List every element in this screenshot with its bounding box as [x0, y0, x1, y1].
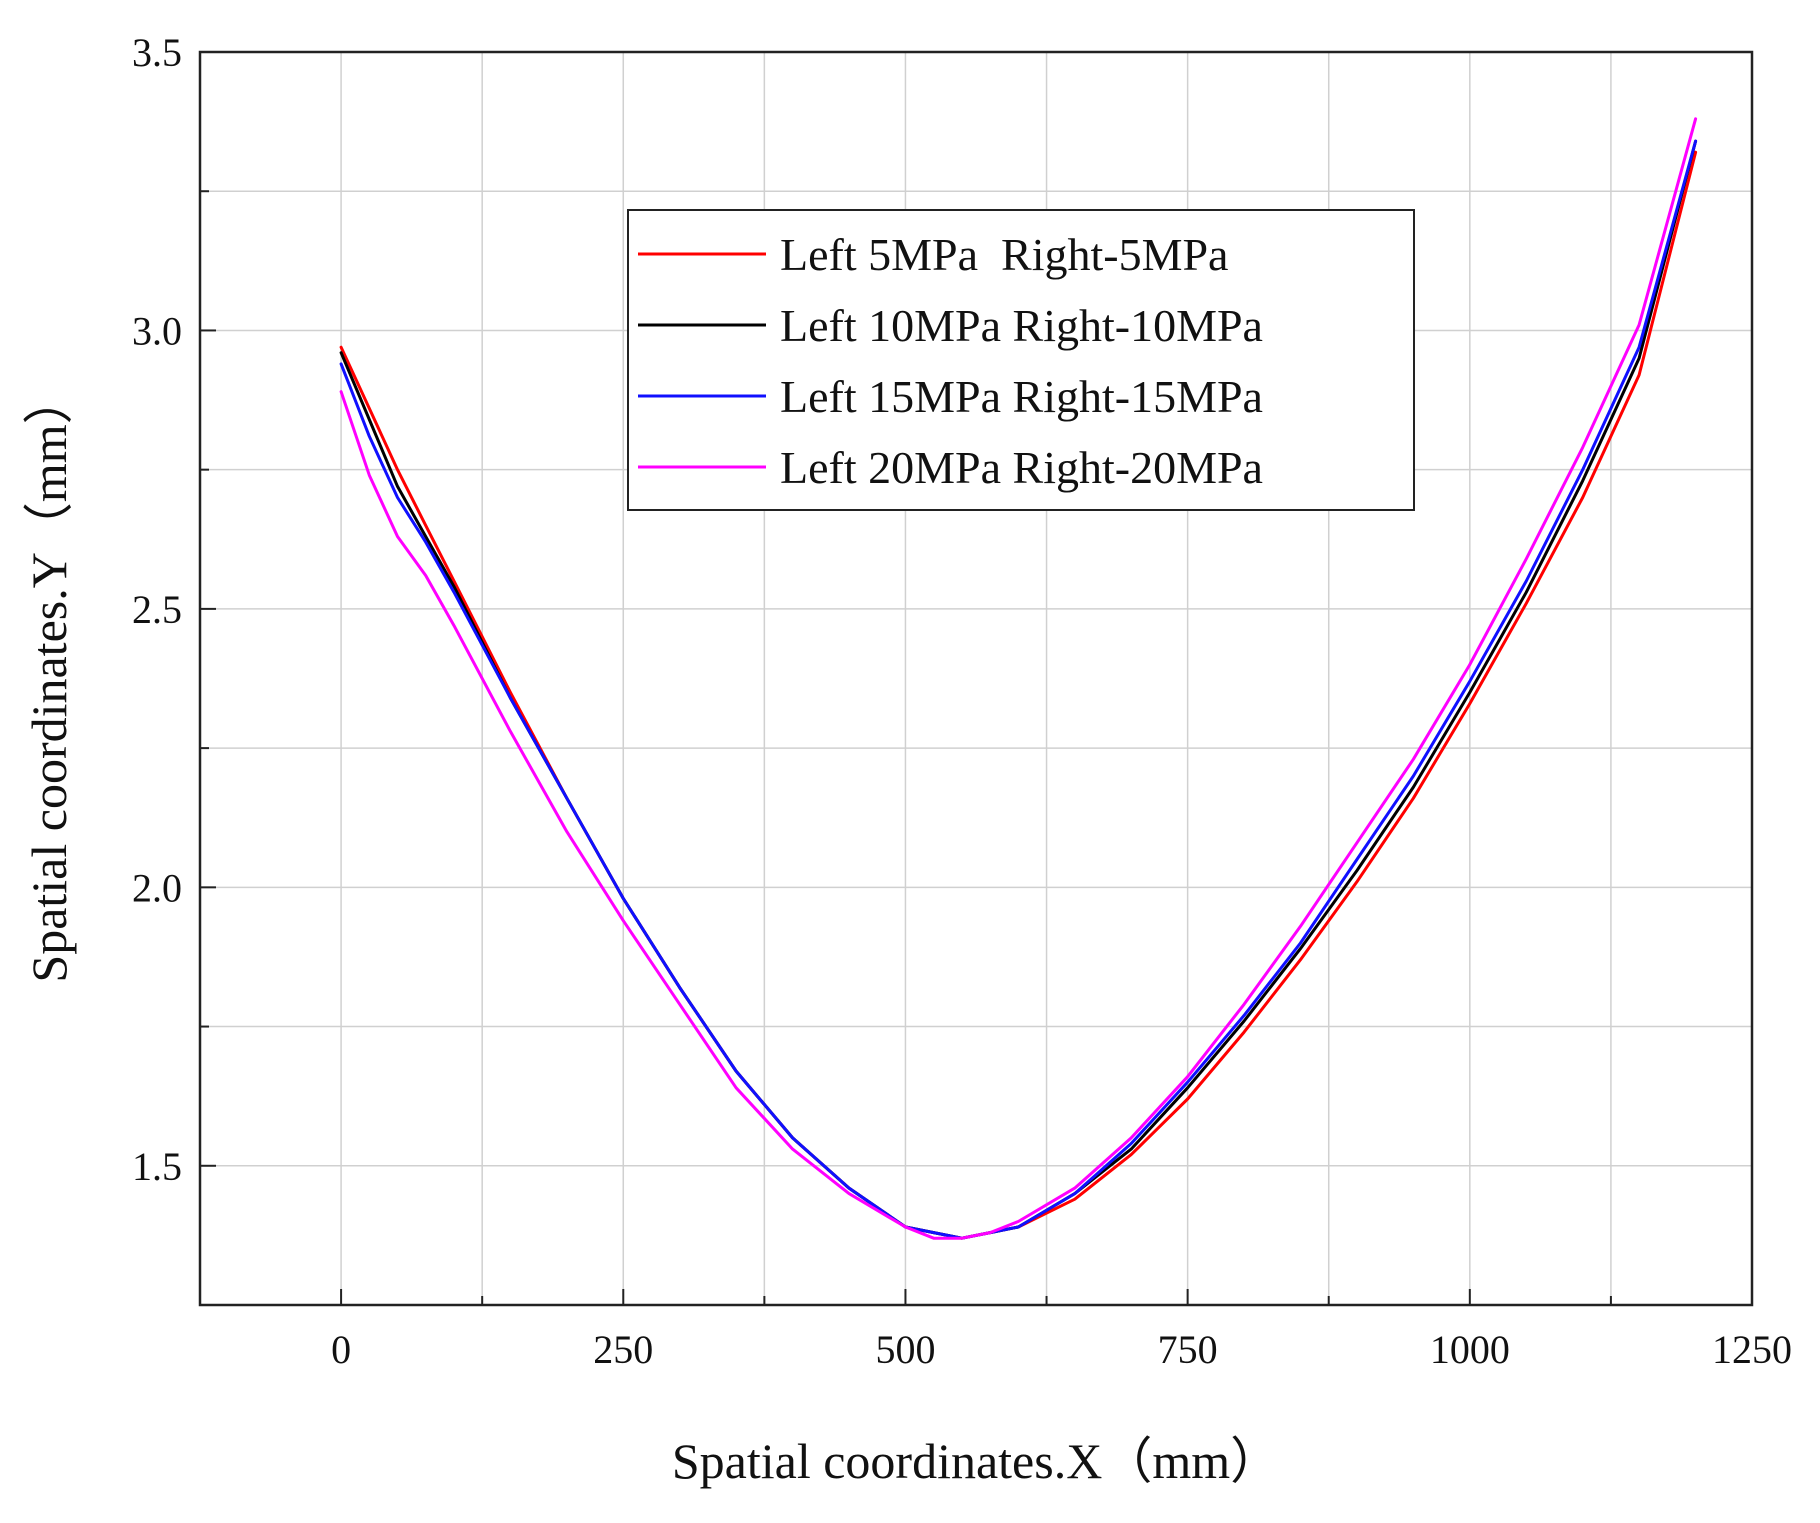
- y-tick-label: 3.0: [132, 308, 182, 353]
- x-tick-label: 0: [331, 1327, 351, 1372]
- x-tick-label: 1250: [1712, 1327, 1792, 1372]
- x-tick-label: 1000: [1430, 1327, 1510, 1372]
- axis-ticks: [200, 51, 1753, 1305]
- legend: Left 5MPa Right-5MPa Left 10MPa Right-10M…: [627, 209, 1415, 511]
- series-line-4: [339, 117, 1698, 1240]
- y-tick-label: 1.5: [132, 1144, 182, 1189]
- legend-label-2: Left 10MPa Right-10MPa: [780, 300, 1263, 351]
- y-tick-label: 2.5: [132, 587, 182, 632]
- tick-labels: 0 250 500 750 1000 1250 1.5 2.0 2.5 3.0 3.5: [132, 30, 1792, 1372]
- series-lines: [339, 117, 1698, 1240]
- y-axis-title: Spatial coordinates.Y（mm）: [21, 374, 77, 982]
- x-axis-title: Spatial coordinates.X（mm）: [672, 1433, 1280, 1489]
- legend-items: Left 5MPa Right-5MPa Left 10MPa Right-10M…: [638, 229, 1263, 493]
- x-tick-label: 250: [593, 1327, 653, 1372]
- legend-box: [627, 209, 1415, 511]
- legend-label-1: Left 5MPa Right-5MPa: [780, 229, 1228, 280]
- legend-label-3: Left 15MPa Right-15MPa: [780, 371, 1263, 422]
- x-tick-label: 500: [875, 1327, 935, 1372]
- x-tick-label: 750: [1158, 1327, 1218, 1372]
- plot-frame: [198, 50, 1754, 1307]
- y-tick-label: 2.0: [132, 865, 182, 910]
- y-tick-label: 3.5: [132, 30, 182, 75]
- legend-label-4: Left 20MPa Right-20MPa: [780, 442, 1263, 493]
